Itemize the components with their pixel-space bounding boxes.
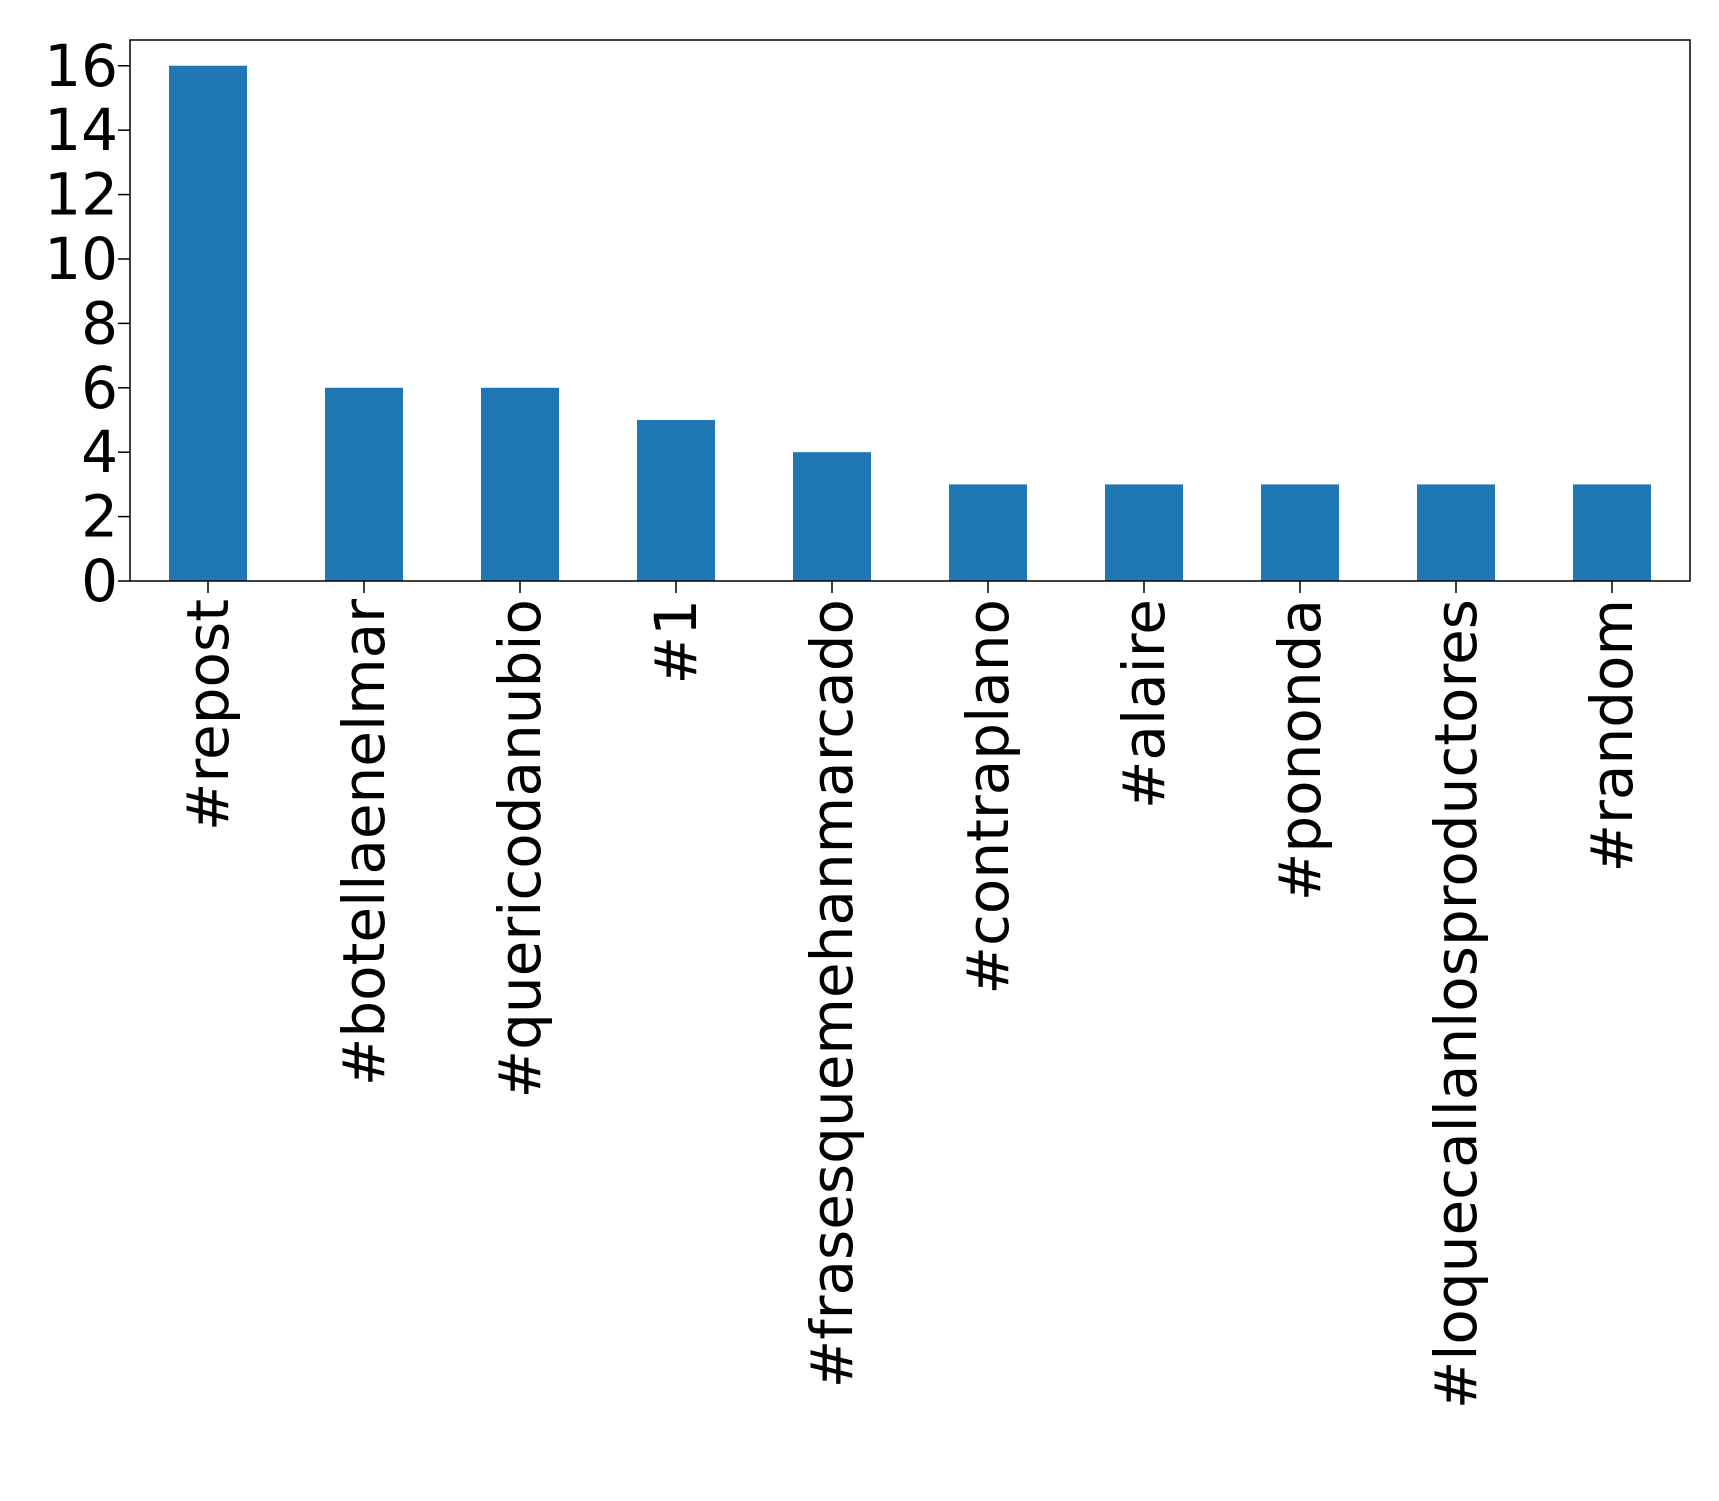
plot-frame bbox=[129, 39, 1691, 582]
y-tick-label-3: 6 bbox=[81, 354, 118, 422]
y-tick-label-4: 8 bbox=[81, 289, 118, 357]
x-tick-label-3: #1 bbox=[642, 599, 710, 685]
bar-7 bbox=[1261, 484, 1339, 581]
bars-group bbox=[169, 65, 1651, 581]
bar-0 bbox=[169, 65, 247, 581]
x-tick-label-2: #quericodanubio bbox=[486, 599, 554, 1099]
y-tick-label-7: 14 bbox=[44, 96, 118, 164]
x-tick-label-8: #loquecallanlosproductores bbox=[1422, 599, 1490, 1409]
x-tick-label-4: #frasesquemehanmarcado bbox=[798, 599, 866, 1388]
bar-6 bbox=[1105, 484, 1183, 581]
y-tick-label-5: 10 bbox=[44, 225, 118, 293]
y-tick-label-8: 16 bbox=[44, 32, 118, 100]
y-tick-label-1: 2 bbox=[81, 483, 118, 551]
bar-3 bbox=[637, 419, 715, 581]
bar-9 bbox=[1573, 484, 1651, 581]
y-tick-label-0: 0 bbox=[81, 547, 118, 615]
bar-4 bbox=[793, 452, 871, 581]
bar-5 bbox=[949, 484, 1027, 581]
x-tick-label-5: #contraplano bbox=[954, 599, 1022, 995]
bar-2 bbox=[481, 387, 559, 581]
x-tick-label-6: #alaire bbox=[1110, 599, 1178, 809]
x-tick-label-0: #repost bbox=[174, 599, 242, 831]
y-tick-label-6: 12 bbox=[44, 161, 118, 229]
x-tick-label-7: #pononda bbox=[1266, 599, 1334, 901]
y-tick-label-2: 4 bbox=[81, 418, 118, 486]
x-axis: #repost #botellaenelmar #quericodanubio #1 #… bbox=[174, 581, 1646, 1409]
x-tick-label-1: #botellaenelmar bbox=[330, 599, 398, 1086]
bar-1 bbox=[325, 387, 403, 581]
x-tick-label-9: #random bbox=[1578, 599, 1646, 873]
bar-8 bbox=[1417, 484, 1495, 581]
